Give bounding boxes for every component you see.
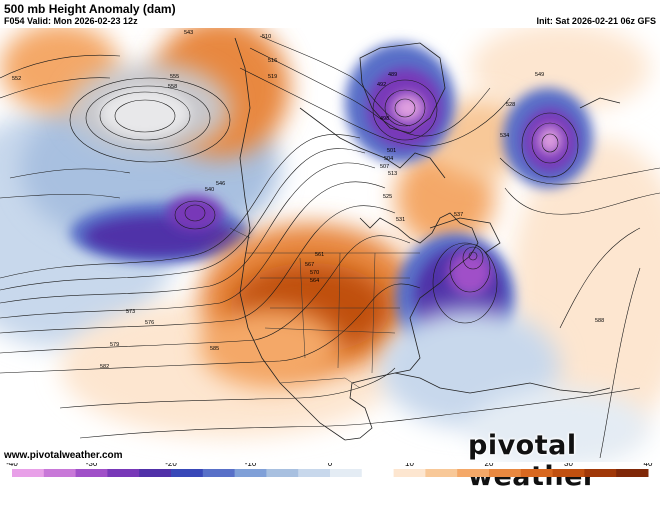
contour-label: 576 — [145, 320, 154, 326]
contour-label: 489 — [388, 72, 397, 78]
colorbar-tick-label: 20 — [485, 463, 494, 468]
colorbar-swatch — [425, 469, 458, 477]
contour-label: 582 — [100, 364, 109, 370]
contour-lines — [0, 35, 660, 459]
colorbar-swatch — [393, 469, 426, 477]
contour-label: 540 — [205, 187, 214, 193]
colorbar-swatch — [298, 469, 331, 477]
colorbar-swatch — [202, 469, 236, 477]
contour-label: 558 — [168, 84, 177, 90]
contour-label: 492 — [377, 82, 386, 88]
contour-label: 552 — [12, 76, 21, 82]
weather-map: 510 516 519 543 552 561 567 570 573 576 … — [0, 18, 660, 468]
contour-label: 504 — [384, 156, 393, 162]
contour-label: 585 — [210, 346, 219, 352]
colorbar-swatch — [361, 469, 395, 477]
contour-label: 570 — [310, 270, 319, 276]
colorbar-swatch — [234, 469, 267, 477]
colorbar-tick-label: -10 — [245, 463, 257, 468]
contour-label: 516 — [268, 58, 277, 64]
contour-label: 579 — [110, 342, 119, 348]
colorbar-tick-label: -30 — [86, 463, 98, 468]
contour-label: 567 — [305, 262, 314, 268]
colorbar-swatch — [75, 469, 108, 477]
contour-label: 537 — [454, 212, 463, 218]
website-label[interactable]: www.pivotalweather.com — [4, 450, 123, 461]
colorbar-swatch — [12, 469, 45, 477]
anomaly-shading — [0, 18, 660, 468]
contour-label: 573 — [126, 309, 135, 315]
contour-label: 528 — [506, 102, 515, 108]
colorbar-tick-label: 10 — [405, 463, 414, 468]
colorbar-tick-label: 30 — [564, 463, 573, 468]
contour-label: 534 — [500, 133, 509, 139]
colorbar-tick-label: -40 — [6, 463, 18, 468]
contour-label: 513 — [388, 171, 397, 177]
contour-label: 588 — [595, 318, 604, 324]
map-title: 500 mb Height Anomaly (dam) — [4, 2, 176, 16]
init-time: Init: Sat 2026-02-21 06z GFS — [536, 16, 656, 26]
colorbar-swatch — [139, 469, 172, 477]
colorbar-swatch — [584, 469, 617, 477]
colorbar-swatch — [43, 469, 77, 477]
contour-label: 531 — [396, 217, 405, 223]
colorbar-tick-label: 40 — [644, 463, 653, 468]
contour-label: 549 — [535, 72, 544, 78]
state-borders — [229, 227, 420, 389]
contour-label: 498 — [380, 116, 389, 122]
colorbar-swatch — [616, 469, 649, 477]
colorbar-swatch — [457, 469, 490, 477]
contour-label: 507 — [380, 164, 389, 170]
colorbar-swatch — [171, 469, 204, 477]
contour-label: 525 — [383, 194, 392, 200]
colorbar-swatch — [520, 469, 554, 477]
contour-label-group: 510 516 519 543 552 561 567 570 573 576 … — [12, 30, 604, 370]
valid-time: F054 Valid: Mon 2026-02-23 12z — [4, 16, 138, 26]
contour-label: 555 — [170, 74, 179, 80]
colorbar-swatch — [107, 469, 140, 477]
contour-label: 543 — [184, 30, 193, 36]
contour-label: 501 — [387, 148, 396, 154]
coastlines — [234, 37, 621, 441]
colorbar-tick-label: 0 — [328, 463, 333, 468]
contour-label: 519 — [268, 74, 277, 80]
colorbar: -40 -30 -20 -10 0 10 20 30 40 — [4, 459, 656, 510]
colorbar-swatch — [266, 469, 299, 477]
contour-label: 564 — [310, 278, 319, 284]
contour-label: 510 — [262, 34, 271, 40]
contour-label: 546 — [216, 181, 225, 187]
header: 500 mb Height Anomaly (dam) F054 Valid: … — [0, 0, 660, 28]
colorbar-tick-label: -20 — [165, 463, 177, 468]
colorbar-swatch — [330, 469, 363, 477]
colorbar-swatch — [489, 469, 522, 477]
contour-label: 561 — [315, 252, 324, 258]
colorbar-swatch — [552, 469, 585, 477]
